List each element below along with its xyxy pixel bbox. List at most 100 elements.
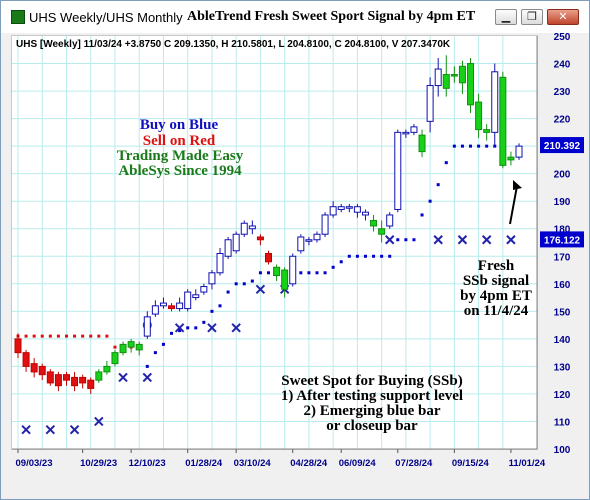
candle-body — [14, 338, 22, 354]
close-button[interactable]: ✕ — [547, 9, 579, 25]
y-tick-label: 110 — [554, 417, 571, 428]
candle-body — [289, 255, 297, 285]
candle-body — [418, 134, 426, 153]
ssb-x-mark — [94, 416, 104, 427]
candle-body — [248, 225, 256, 230]
ssb-x-mark — [45, 425, 56, 435]
candle-body — [232, 233, 240, 252]
stop-dot-blue — [145, 364, 149, 368]
candle-body — [208, 272, 216, 285]
y-tick-label: 160 — [554, 280, 571, 291]
price-tag-label: 210.392 — [544, 141, 581, 152]
stop-dot-blue — [170, 331, 174, 335]
y-tick-label: 200 — [554, 170, 571, 181]
candle-body — [71, 376, 79, 387]
candle-body — [159, 302, 167, 307]
candle-body — [450, 74, 458, 77]
stop-dot-blue — [404, 238, 408, 242]
candle-body — [305, 239, 313, 242]
stop-dot-blue — [178, 329, 182, 333]
stop-dot-blue — [194, 326, 198, 330]
candle-body — [111, 352, 119, 365]
stop-dot-blue — [355, 254, 359, 258]
y-tick-label: 140 — [554, 335, 571, 346]
fresh-signal-line-3: by 4pm ET — [460, 288, 532, 304]
signal-arrow-head — [513, 180, 522, 190]
x-tick-label: 12/10/23 — [129, 458, 166, 469]
stop-dot-red — [32, 334, 36, 338]
restore-button[interactable]: ❐ — [521, 9, 543, 25]
stop-dot-red — [89, 334, 93, 338]
y-tick-label: 240 — [554, 60, 571, 71]
window-tab-title[interactable]: UHS Weekly/UHS Monthly — [29, 10, 183, 25]
ssb-x-mark — [174, 323, 185, 333]
candle-body — [22, 352, 30, 367]
stop-dot-red — [56, 334, 60, 338]
stop-dot-blue — [323, 271, 327, 275]
candle-body — [168, 305, 176, 310]
fresh-signal-line-1: Fresh — [477, 258, 515, 274]
candle-body — [297, 236, 305, 252]
candle-body — [467, 63, 475, 106]
ssb-x-mark — [255, 284, 266, 295]
stop-dot-blue — [347, 254, 351, 258]
fresh-signal-line-4: on 11/4/24 — [463, 303, 529, 319]
stop-dot-blue — [331, 265, 335, 269]
stop-dot-blue — [186, 326, 190, 330]
candle-body — [491, 71, 499, 133]
ssb-x-mark — [385, 235, 395, 245]
stop-dot-red — [48, 334, 52, 338]
ssb-x-mark — [118, 372, 128, 383]
candle-body — [507, 156, 515, 161]
candle-body — [370, 219, 378, 227]
y-tick-label: 170 — [554, 252, 571, 263]
candle-body — [410, 126, 418, 133]
stop-dot-blue — [436, 183, 440, 187]
y-tick-label: 150 — [554, 307, 571, 318]
y-tick-label: 250 — [554, 32, 571, 43]
candle-body — [54, 374, 62, 387]
candle-body — [273, 266, 281, 277]
candle-body — [386, 214, 394, 227]
stop-dot-blue — [412, 238, 416, 242]
x-tick-label: 11/01/24 — [509, 458, 546, 469]
candle-body — [119, 343, 127, 354]
stop-dot-red — [97, 334, 101, 338]
stop-dot-blue — [315, 271, 319, 275]
legend-ablesys-since: AbleSys Since 1994 — [118, 163, 242, 179]
stop-dot-red — [113, 345, 117, 349]
candle-body — [281, 269, 289, 290]
stop-dot-blue — [161, 342, 165, 346]
stop-dot-blue — [428, 199, 432, 203]
candle-body — [337, 206, 345, 210]
y-tick-label: 230 — [554, 87, 571, 98]
chart-title: AbleTrend Fresh Sweet Sport Signal by 4p… — [187, 9, 476, 24]
candle-body — [515, 145, 523, 158]
stop-dot-red — [24, 334, 28, 338]
stop-dot-blue — [477, 144, 481, 148]
stop-dot-blue — [396, 238, 400, 242]
stop-dot-blue — [226, 290, 230, 294]
ssb-x-mark — [433, 235, 443, 245]
ssb-note-title: Sweet Spot for Buying (SSb) — [281, 373, 463, 389]
fresh-signal-line-2: SSb signal — [462, 273, 530, 289]
candle-body — [62, 374, 70, 381]
candle-body — [458, 65, 466, 84]
candle-body — [475, 101, 483, 131]
stop-dot-red — [40, 334, 44, 338]
y-tick-label: 130 — [554, 362, 571, 373]
candle-body — [499, 76, 507, 166]
minimize-icon: ▁ — [501, 10, 511, 23]
minimize-button[interactable]: ▁ — [495, 9, 517, 25]
stop-dot-blue — [452, 144, 456, 148]
candle-body — [87, 379, 95, 389]
y-tick-label: 190 — [554, 197, 571, 208]
stop-dot-blue — [388, 254, 392, 258]
stop-dot-blue — [339, 260, 343, 264]
candle-body — [361, 211, 369, 216]
stop-dot-blue — [485, 144, 489, 148]
ssb-x-mark — [506, 235, 516, 245]
candle-body — [240, 222, 248, 235]
signal-arrow — [509, 185, 518, 225]
